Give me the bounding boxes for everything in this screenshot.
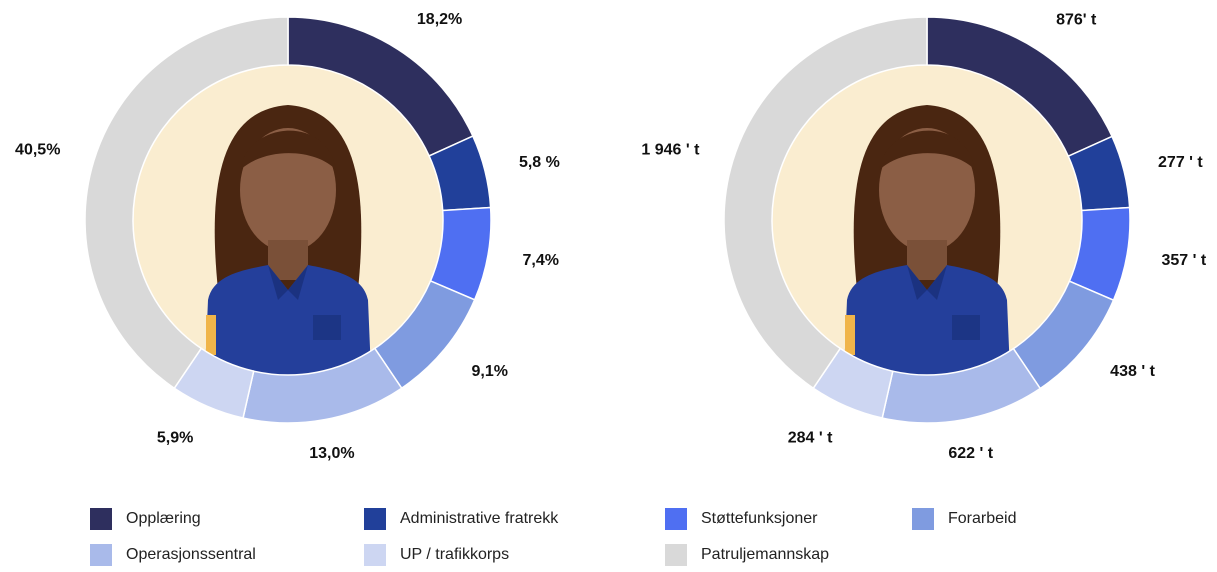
figure <box>133 65 1082 420</box>
value-label: 13,0% <box>309 445 354 462</box>
legend-swatch <box>90 544 112 566</box>
value-label: 277 ' t <box>1158 154 1203 171</box>
legend-label: Opplæring <box>126 510 201 527</box>
legend-swatch <box>364 544 386 566</box>
legend-label: UP / trafikkorps <box>400 546 509 563</box>
value-label: 284 ' t <box>788 430 833 447</box>
page: 18,2% 5,8 % 7,4% 9,1% 13,0% 5,9% 40,5% 876' t 27… <box>0 0 1217 567</box>
value-label: 5,8 % <box>519 154 560 171</box>
legend-swatch <box>665 508 687 530</box>
value-label: 40,5% <box>15 142 60 159</box>
value-label: 876' t <box>1056 11 1097 28</box>
value-label: 357 ' t <box>1161 252 1206 269</box>
legend-swatch <box>90 508 112 530</box>
value-label: 9,1% <box>472 363 508 380</box>
value-label: 622 ' t <box>948 445 993 462</box>
value-label: 7,4% <box>523 252 559 269</box>
legend-label: Patruljemannskap <box>701 546 829 563</box>
legend-label: Administrative fratrekk <box>400 510 559 527</box>
legend-label: Forarbeid <box>948 510 1016 527</box>
value-label: 438 ' t <box>1110 363 1155 380</box>
legend-swatch <box>364 508 386 530</box>
legend-label: Operasjonssentral <box>126 546 256 563</box>
value-label: 18,2% <box>417 11 462 28</box>
value-label: 5,9% <box>157 430 193 447</box>
legend-swatch <box>665 544 687 566</box>
value-label: 1 946 ' t <box>641 142 700 159</box>
legend-label: Støttefunksjoner <box>701 510 818 527</box>
legend-swatch <box>912 508 934 530</box>
